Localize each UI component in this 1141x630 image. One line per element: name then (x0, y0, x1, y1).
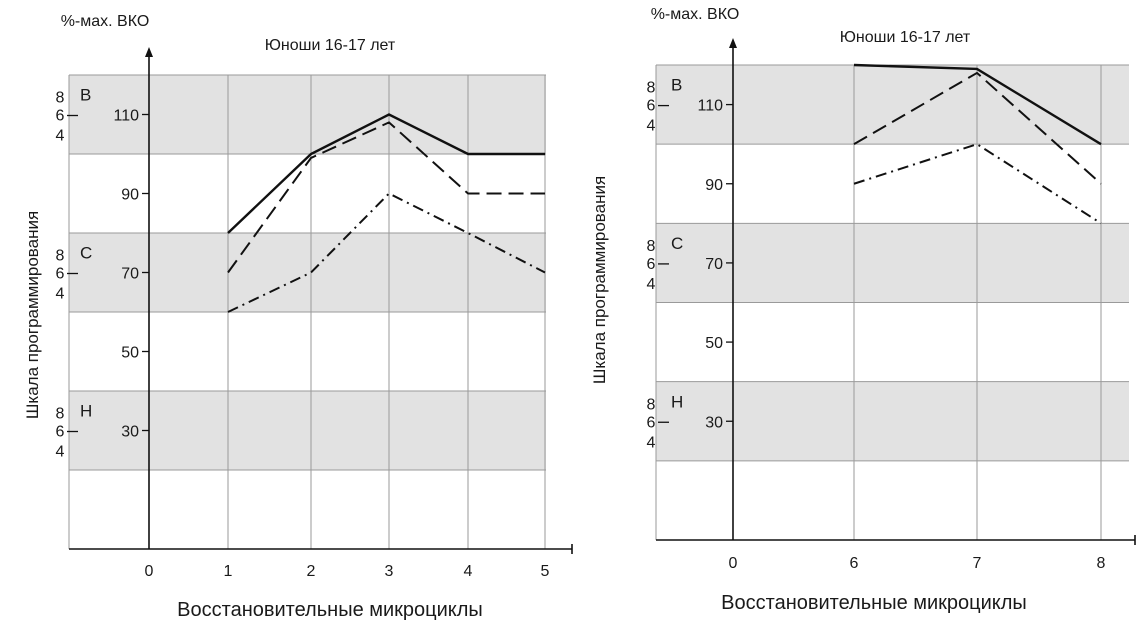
side-scale-label: Шкала программирования (590, 176, 609, 384)
x-axis-label: Восстановительные микроциклы (177, 599, 483, 621)
zone-letter: Н (80, 402, 92, 421)
y-tick-label: 90 (121, 187, 139, 204)
zone-digit: 4 (56, 128, 65, 145)
shaded-zone-band (656, 65, 1129, 145)
zone-digit: 6 (56, 266, 65, 283)
x-tick-label: 5 (541, 563, 550, 580)
y-axis-title: %-мах. ВКО (61, 13, 150, 30)
zone-letter: Н (671, 392, 683, 411)
shaded-zone-band (69, 391, 546, 470)
shaded-zone-band (656, 223, 1129, 303)
zone-digit: 6 (56, 108, 65, 125)
zone-digit: 8 (647, 80, 656, 97)
chart-title: Юноши 16-17 лет (840, 29, 971, 46)
zone-digit: 8 (56, 90, 65, 107)
zone-digit: 6 (647, 256, 656, 273)
zone-digit: 8 (56, 248, 65, 265)
x-tick-label: 1 (224, 563, 233, 580)
y-tick-label: 30 (705, 414, 723, 431)
y-tick-label: 70 (121, 266, 139, 283)
y-tick-label: 70 (705, 256, 723, 273)
shaded-zone-band (69, 233, 546, 312)
zone-letter: С (671, 234, 683, 253)
y-axis-arrow-icon (729, 38, 737, 48)
zone-digit: 4 (647, 434, 656, 451)
shaded-zone-band (69, 75, 546, 154)
zone-digit: 6 (647, 98, 656, 115)
y-axis-arrow-icon (145, 47, 153, 57)
x-tick-label: 6 (850, 555, 859, 572)
x-axis-label: Восстановительные микроциклы (721, 592, 1027, 614)
x-tick-label: 7 (973, 555, 982, 572)
zone-letter: В (80, 86, 91, 105)
x-tick-label-origin: 0 (729, 555, 738, 572)
shaded-zone-band (656, 381, 1129, 461)
zone-digit: 8 (647, 396, 656, 413)
x-tick-label: 2 (307, 563, 316, 580)
zone-digit: 8 (647, 238, 656, 255)
zone-digit: 4 (647, 118, 656, 135)
y-tick-label: 110 (697, 98, 723, 115)
y-axis-title: %-мах. ВКО (651, 6, 740, 23)
zone-letter: В (671, 76, 682, 95)
y-tick-label: 50 (121, 345, 139, 362)
x-tick-label-origin: 0 (145, 563, 154, 580)
zone-digit: 4 (56, 444, 65, 461)
zone-digit: 8 (56, 406, 65, 423)
zone-letter: С (80, 244, 92, 263)
y-tick-label: 110 (113, 108, 139, 125)
y-tick-label: 30 (121, 424, 139, 441)
x-tick-label: 4 (464, 563, 473, 580)
side-scale-label: Шкала программирования (23, 211, 42, 419)
x-tick-label: 3 (385, 563, 394, 580)
zone-digit: 6 (647, 414, 656, 431)
chart-title: Юноши 16-17 лет (265, 37, 396, 54)
y-tick-label: 90 (705, 177, 723, 194)
zone-digit: 6 (56, 424, 65, 441)
x-tick-label: 8 (1097, 555, 1106, 572)
zone-digit: 4 (56, 286, 65, 303)
zone-digit: 4 (647, 276, 656, 293)
y-tick-label: 50 (705, 335, 723, 352)
